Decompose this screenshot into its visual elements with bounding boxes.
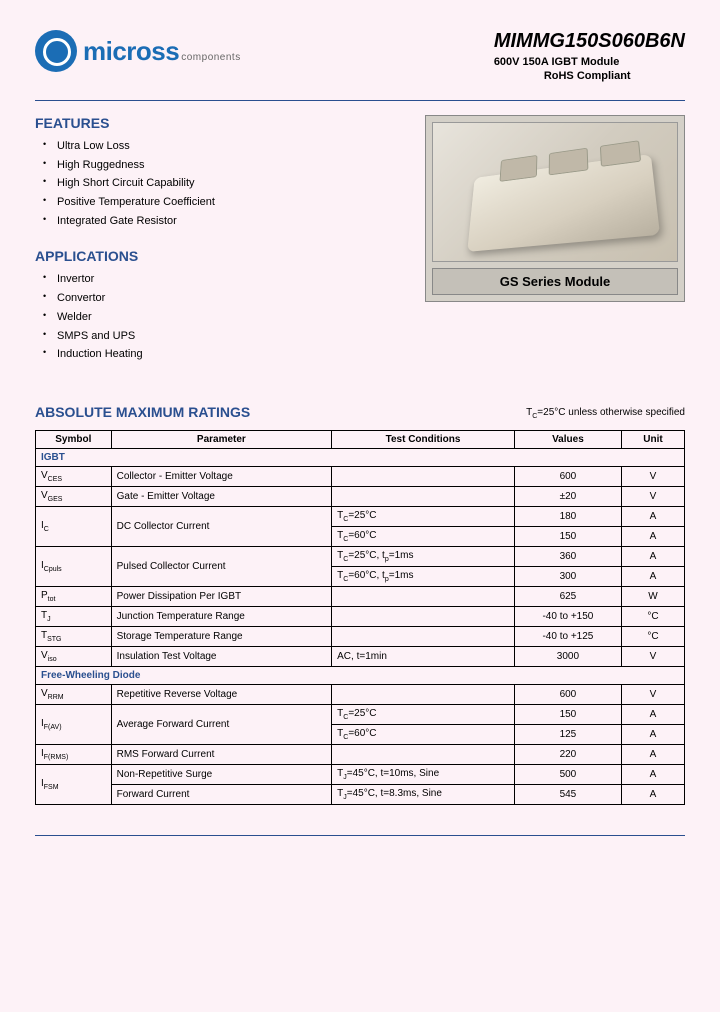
table-row: PtotPower Dissipation Per IGBT625W: [36, 586, 685, 606]
subtitle-1: 600V 150A IGBT Module: [494, 56, 685, 68]
logo-text: micross: [83, 36, 179, 66]
application-item: SMPS and UPS: [47, 327, 400, 346]
right-column: GS Series Module: [425, 115, 685, 382]
table-row: VGESGate - Emitter Voltage±20V: [36, 486, 685, 506]
features-list: Ultra Low Loss High Ruggedness High Shor…: [35, 137, 400, 230]
logo-block: microsscomponents: [35, 30, 241, 72]
application-item: Welder: [47, 308, 400, 327]
th-conditions: Test Conditions: [332, 430, 515, 448]
table-row: IF(RMS)RMS Forward Current220A: [36, 744, 685, 764]
th-unit: Unit: [621, 430, 684, 448]
applications-list: Invertor Convertor Welder SMPS and UPS I…: [35, 270, 400, 363]
product-image: [432, 122, 678, 262]
application-item: Induction Heating: [47, 345, 400, 364]
table-row: ICpulsPulsed Collector CurrentTC=25°C, t…: [36, 546, 685, 566]
logo-icon: [35, 30, 77, 72]
logo-subtext: components: [181, 52, 240, 63]
table-row: VRRMRepetitive Reverse Voltage600V: [36, 684, 685, 704]
divider-top: [35, 100, 685, 101]
table-header-row: Symbol Parameter Test Conditions Values …: [36, 430, 685, 448]
table-row: Forward CurrentTJ=45°C, t=8.3ms, Sine545…: [36, 784, 685, 804]
title-block: MIMMG150S060B6N 600V 150A IGBT Module Ro…: [494, 30, 685, 82]
header: microsscomponents MIMMG150S060B6N 600V 1…: [35, 30, 685, 82]
ratings-note: TC=25°C unless otherwise specified: [526, 407, 685, 420]
ratings-header-row: ABSOLUTE MAXIMUM RATINGS TC=25°C unless …: [35, 404, 685, 422]
content-row: FEATURES Ultra Low Loss High Ruggedness …: [35, 115, 685, 382]
table-row: VisoInsulation Test VoltageAC, t=1min300…: [36, 646, 685, 666]
table-row: IF(AV)Average Forward CurrentTC=25°C150A: [36, 704, 685, 724]
table-row: ICDC Collector CurrentTC=25°C180A: [36, 506, 685, 526]
table-row: TSTGStorage Temperature Range-40 to +125…: [36, 626, 685, 646]
product-caption: GS Series Module: [432, 268, 678, 295]
feature-item: High Short Circuit Capability: [47, 174, 400, 193]
feature-item: High Ruggedness: [47, 156, 400, 175]
left-column: FEATURES Ultra Low Loss High Ruggedness …: [35, 115, 400, 382]
igbt-subheader: IGBT: [36, 448, 685, 466]
th-symbol: Symbol: [36, 430, 112, 448]
th-parameter: Parameter: [111, 430, 332, 448]
application-item: Invertor: [47, 270, 400, 289]
th-values: Values: [514, 430, 621, 448]
features-title: FEATURES: [35, 115, 400, 131]
feature-item: Integrated Gate Resistor: [47, 212, 400, 231]
ratings-title: ABSOLUTE MAXIMUM RATINGS: [35, 404, 250, 420]
feature-item: Positive Temperature Coefficient: [47, 193, 400, 212]
subtitle-2: RoHS Compliant: [544, 70, 685, 82]
applications-title: APPLICATIONS: [35, 248, 400, 264]
diode-subheader: Free-Wheeling Diode: [36, 666, 685, 684]
part-number: MIMMG150S060B6N: [494, 30, 685, 53]
table-row: IFSMNon-Repetitive SurgeTJ=45°C, t=10ms,…: [36, 764, 685, 784]
ratings-table: Symbol Parameter Test Conditions Values …: [35, 430, 685, 805]
datasheet-page: microsscomponents MIMMG150S060B6N 600V 1…: [0, 0, 720, 1012]
table-row: VCESCollector - Emitter Voltage600V: [36, 466, 685, 486]
application-item: Convertor: [47, 289, 400, 308]
divider-bottom: [35, 835, 685, 836]
table-row: TJJunction Temperature Range-40 to +150°…: [36, 606, 685, 626]
product-box: GS Series Module: [425, 115, 685, 302]
feature-item: Ultra Low Loss: [47, 137, 400, 156]
